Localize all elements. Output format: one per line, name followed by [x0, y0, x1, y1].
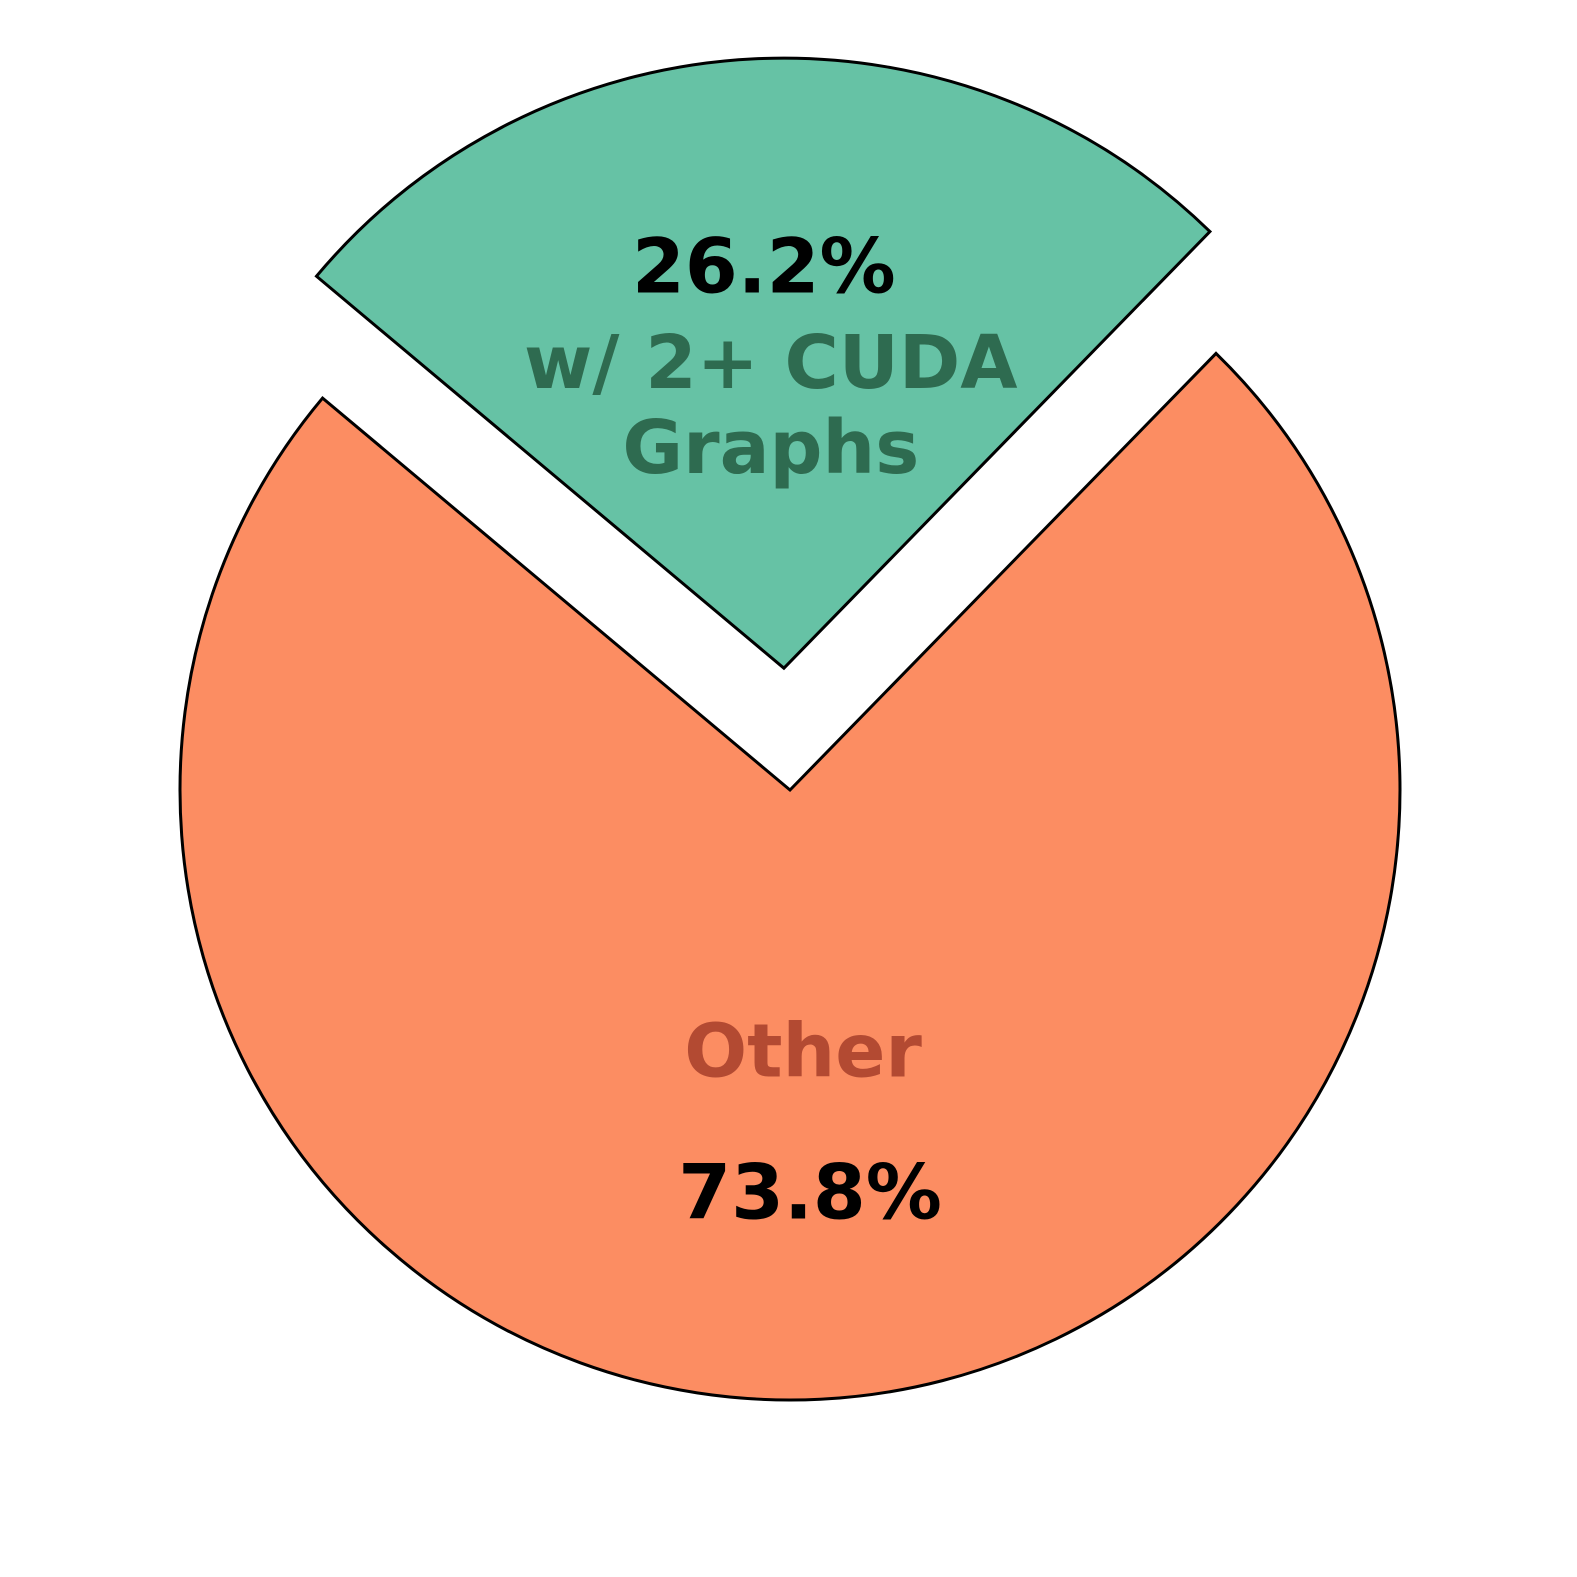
- slice-label: Other: [684, 1008, 922, 1095]
- pie-slice: [178, 351, 1402, 1402]
- pie-slice: [314, 56, 1213, 671]
- slice-value-label: 26.2%: [631, 221, 896, 311]
- slice-value-label: 73.8%: [678, 1147, 942, 1237]
- slice-label: w/ 2+ CUDA Graphs: [524, 320, 1018, 492]
